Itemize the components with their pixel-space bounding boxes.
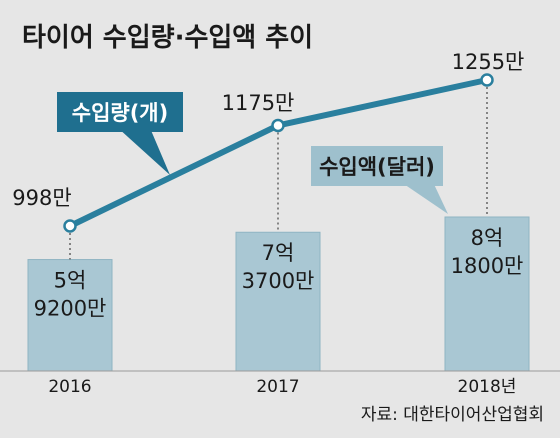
- line-point-marker: [480, 73, 494, 87]
- chart-title: 타이어 수입량·수입액 추이: [22, 23, 313, 53]
- volume-data-label: 998만: [12, 186, 71, 210]
- source-note: 자료: 대한타이어산업협회: [361, 405, 544, 425]
- volume-data-label: 1255만: [452, 50, 525, 74]
- value-data-label-line2: 9200만: [34, 297, 107, 321]
- x-tick-label: 2017: [256, 377, 299, 397]
- value-data-label-line1: 8억: [471, 226, 504, 250]
- value-data-label-line1: 5억: [54, 269, 87, 293]
- line-point-marker: [63, 219, 77, 233]
- line-point-marker: [271, 118, 285, 133]
- value-data-label-line1: 7억: [262, 241, 295, 265]
- volume-callout-box: [57, 92, 183, 132]
- value-callout-pointer: [398, 180, 448, 214]
- bar-import-value: [27, 259, 113, 372]
- value-data-label-line2: 1800만: [451, 254, 524, 278]
- volume-data-label: 1175만: [222, 91, 295, 115]
- value-callout-box: [311, 146, 443, 186]
- value-data-label-line2: 3700만: [242, 269, 315, 293]
- volume-callout-pointer: [118, 128, 170, 175]
- value-series-label: 수입액(달러): [319, 155, 435, 179]
- x-tick-label: 2018년: [458, 377, 517, 397]
- bar-import-value: [444, 216, 530, 372]
- bar-import-value: [235, 231, 321, 372]
- volume-series-label: 수입량(개): [72, 101, 168, 125]
- x-tick-label: 2016: [48, 377, 91, 397]
